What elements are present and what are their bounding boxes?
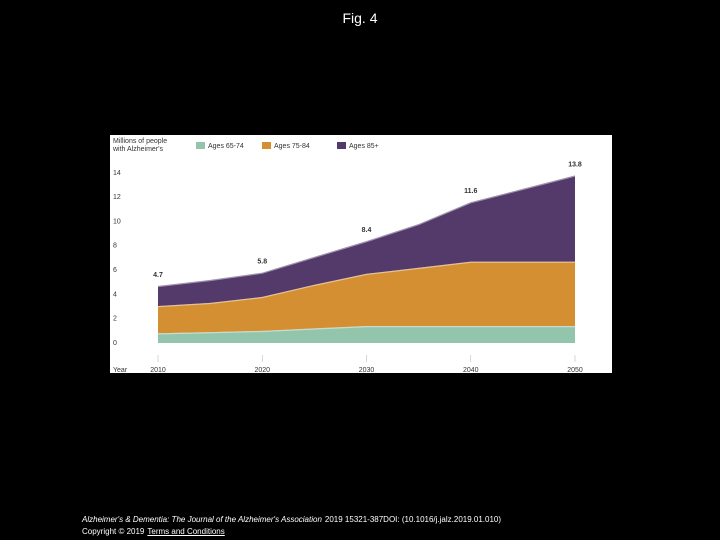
y-axis-title: Millions of people with Alzheimer's bbox=[113, 138, 168, 153]
legend-swatch bbox=[196, 142, 205, 149]
x-tick-label: 2050 bbox=[567, 367, 583, 374]
y-tick-label: 0 bbox=[113, 340, 117, 347]
area bbox=[158, 175, 575, 306]
y-tick-label: 12 bbox=[113, 194, 121, 201]
total-label: 4.7 bbox=[153, 272, 163, 279]
area-edge bbox=[157, 260, 575, 308]
footer: Alzheimer's & Dementia: The Journal of t… bbox=[82, 514, 501, 538]
x-tick-label: 2020 bbox=[254, 367, 270, 374]
y-tick-label: 14 bbox=[113, 170, 121, 177]
legend-label: Ages 65-74 bbox=[208, 143, 244, 150]
x-axis-title: Year bbox=[113, 367, 128, 374]
slide-title: Fig. 4 bbox=[342, 10, 378, 26]
total-label: 13.8 bbox=[568, 161, 582, 168]
area-edge bbox=[157, 174, 576, 288]
x-tick-label: 2030 bbox=[359, 367, 375, 374]
legend-swatch bbox=[337, 142, 346, 149]
y-tick-label: 2 bbox=[113, 316, 117, 323]
legend-swatch bbox=[262, 142, 271, 149]
y-tick-label: 6 bbox=[113, 267, 117, 274]
citation: 2019 15321-387DOI: (10.1016/j.jalz.2019.… bbox=[324, 515, 502, 524]
legend-label: Ages 75-84 bbox=[274, 143, 310, 150]
area bbox=[158, 326, 575, 343]
terms-link[interactable]: Terms and Conditions bbox=[147, 527, 225, 536]
journal: Alzheimer's & Dementia: The Journal of t… bbox=[82, 515, 322, 524]
total-label: 5.8 bbox=[257, 258, 267, 265]
total-label: 11.6 bbox=[464, 188, 477, 195]
y-tick-label: 10 bbox=[113, 218, 121, 225]
x-tick-label: 2010 bbox=[150, 367, 166, 374]
area bbox=[158, 261, 575, 334]
total-label: 8.4 bbox=[362, 227, 372, 234]
x-tick-label: 2040 bbox=[463, 367, 479, 374]
legend-label: Ages 85+ bbox=[349, 143, 379, 150]
y-tick-label: 4 bbox=[113, 291, 117, 298]
copyright: Copyright © 2019 bbox=[82, 527, 145, 536]
y-tick-label: 8 bbox=[113, 243, 117, 250]
